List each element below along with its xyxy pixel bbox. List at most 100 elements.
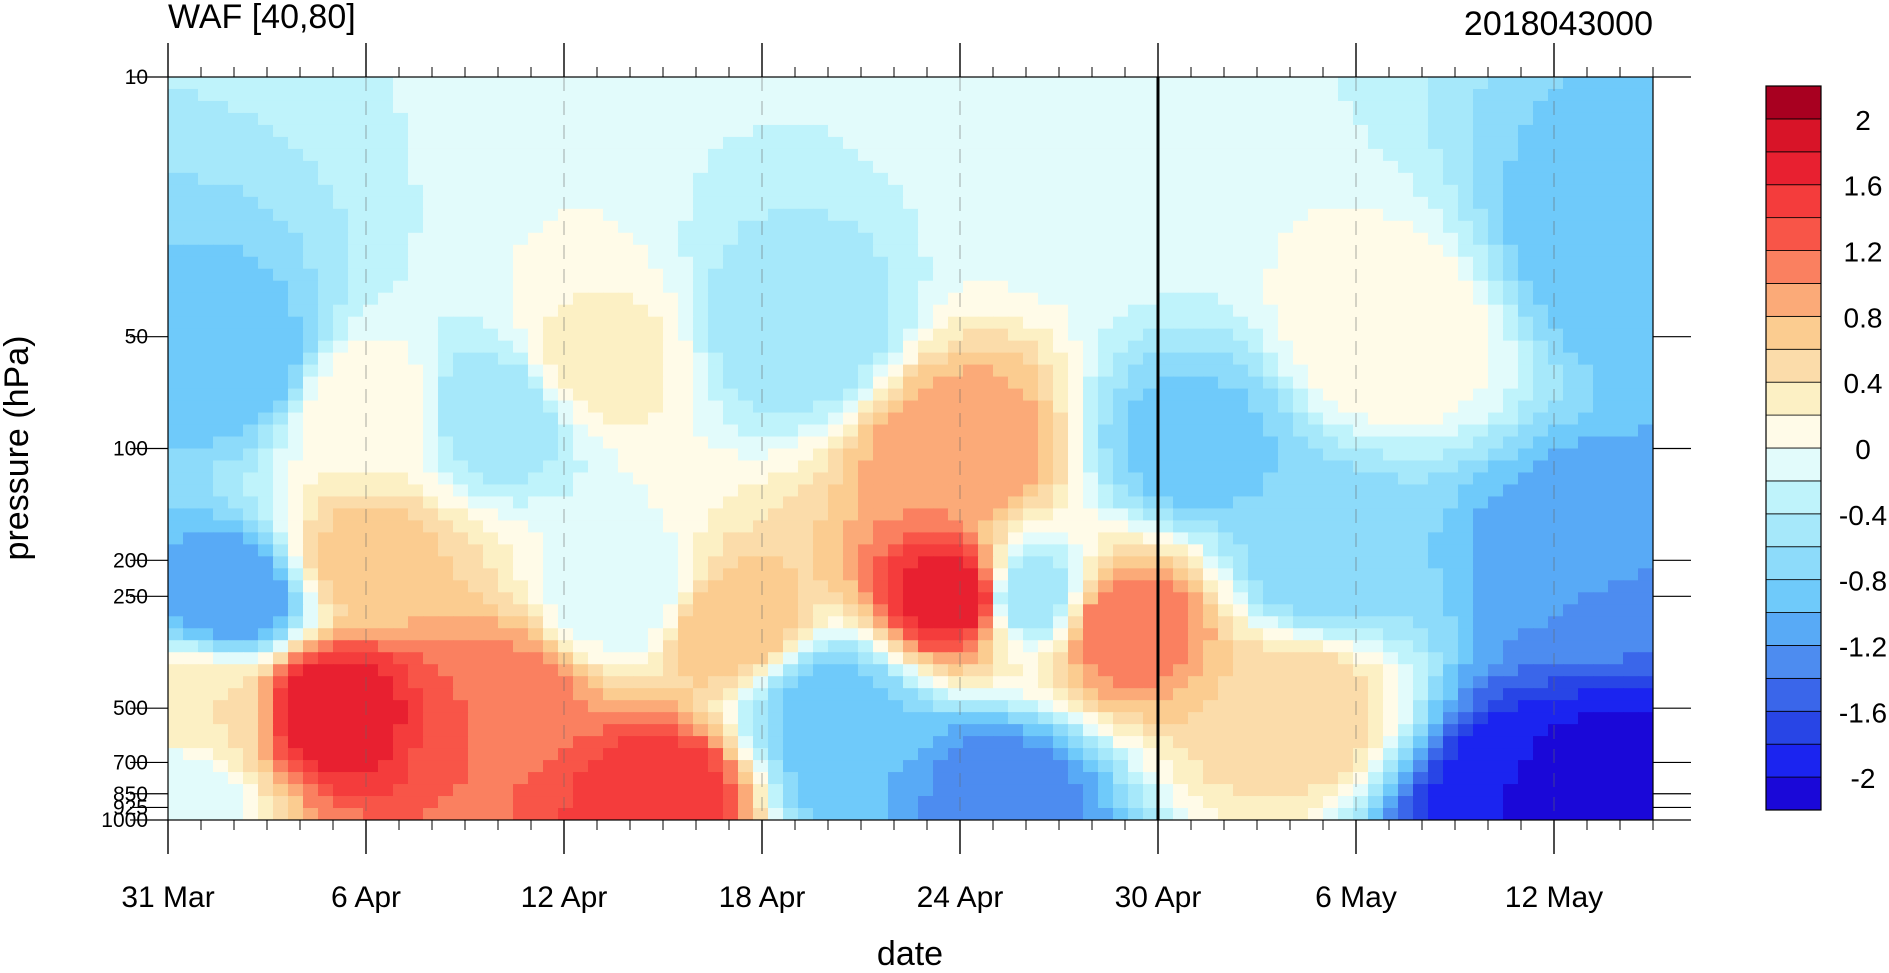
field-cell [1548, 400, 1564, 414]
field-cell [1533, 568, 1549, 581]
field-cell [378, 568, 394, 581]
field-cell [1383, 520, 1399, 533]
field-cell [753, 568, 769, 581]
field-cell [663, 328, 679, 342]
field-cell [333, 400, 349, 414]
field-cell [1608, 412, 1624, 426]
field-cell [1473, 580, 1489, 593]
field-cell [963, 436, 979, 450]
field-cell [1008, 184, 1024, 198]
field-cell [543, 448, 559, 462]
field-cell [1503, 580, 1519, 593]
field-cell [1503, 232, 1519, 246]
field-cell [633, 256, 649, 270]
field-cell [1248, 244, 1264, 258]
field-cell [1158, 628, 1174, 641]
field-cell [543, 268, 559, 282]
field-cell [423, 77, 439, 90]
field-cell [783, 232, 799, 246]
field-cell [288, 496, 304, 510]
field-cell [378, 268, 394, 282]
field-cell [843, 232, 859, 246]
field-cell [1383, 580, 1399, 593]
field-cell [1188, 520, 1204, 533]
field-cell [198, 472, 214, 486]
field-cell [513, 460, 529, 474]
field-cell [438, 88, 454, 102]
field-cell [873, 268, 889, 282]
field-cell [633, 316, 649, 330]
field-cell [1383, 556, 1399, 569]
field-cell [1368, 328, 1384, 342]
field-cell [963, 340, 979, 354]
field-cell [1128, 304, 1144, 318]
field-cell [753, 472, 769, 486]
field-cell [483, 88, 499, 102]
field-cell [858, 388, 874, 402]
field-cell [1638, 316, 1653, 330]
field-cell [1593, 424, 1609, 438]
field-cell [483, 196, 499, 210]
field-cell [753, 544, 769, 557]
field-cell [423, 436, 439, 450]
field-cell [483, 364, 499, 378]
field-cell [468, 628, 484, 641]
field-cell [1113, 460, 1129, 474]
field-cell [678, 472, 694, 486]
field-cell [738, 460, 754, 474]
field-cell [198, 544, 214, 557]
field-cell [618, 424, 634, 438]
field-cell [558, 472, 574, 486]
field-cell [1308, 184, 1324, 198]
field-cell [1203, 304, 1219, 318]
field-cell [1593, 460, 1609, 474]
field-cell [588, 472, 604, 486]
field-cell [1203, 556, 1219, 569]
field-cell [663, 640, 679, 653]
field-cell [1623, 208, 1639, 222]
field-cell [1053, 100, 1069, 114]
field-cell [1623, 460, 1639, 474]
field-cell [258, 77, 274, 90]
field-cell [963, 112, 979, 126]
field-cell [258, 568, 274, 581]
field-cell [1383, 280, 1399, 294]
field-cell [828, 88, 844, 102]
field-cell [183, 124, 199, 138]
field-cell [1083, 112, 1099, 126]
field-cell [1563, 88, 1579, 102]
field-cell [1158, 77, 1174, 90]
field-cell [468, 604, 484, 617]
field-cell [258, 412, 274, 426]
field-cell [1278, 77, 1294, 90]
field-cell [768, 388, 784, 402]
field-cell [1263, 292, 1279, 306]
field-cell [648, 376, 664, 390]
field-cell [1503, 124, 1519, 138]
field-cell [993, 112, 1009, 126]
field-cell [273, 412, 289, 426]
field-cell [948, 460, 964, 474]
field-cell [1263, 376, 1279, 390]
field-cell [1278, 520, 1294, 533]
field-cell [1098, 220, 1114, 234]
field-cell [708, 340, 724, 354]
field-cell [1248, 340, 1264, 354]
field-cell [1533, 652, 1549, 665]
field-cell [873, 88, 889, 102]
field-cell [1473, 436, 1489, 450]
field-cell [1188, 568, 1204, 581]
field-cell [378, 376, 394, 390]
field-cell [393, 220, 409, 234]
field-cell [1053, 148, 1069, 162]
field-cell [963, 520, 979, 533]
field-cell [543, 544, 559, 557]
field-cell [1023, 196, 1039, 210]
field-cell [333, 472, 349, 486]
field-cell [1518, 88, 1534, 102]
field-cell [993, 592, 1009, 605]
field-cell [1248, 88, 1264, 102]
field-cell [1173, 364, 1189, 378]
field-cell [1083, 568, 1099, 581]
field-cell [738, 124, 754, 138]
